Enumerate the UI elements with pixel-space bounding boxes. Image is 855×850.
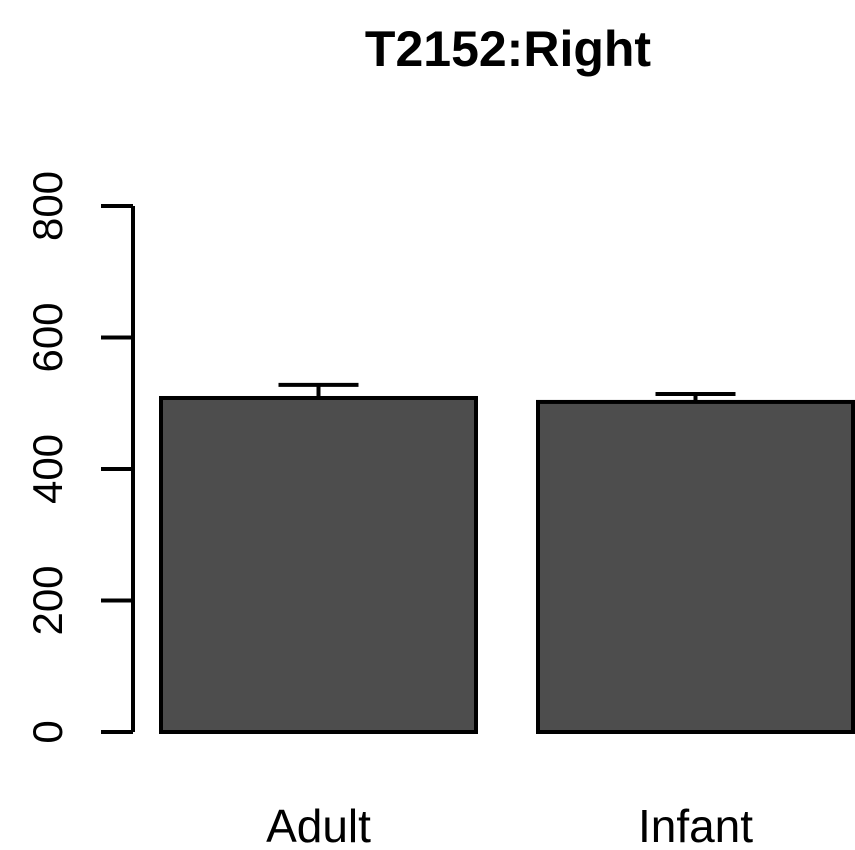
y-tick-label: 600 [24, 302, 71, 372]
y-tick-label: 400 [24, 434, 71, 504]
y-tick-label: 800 [24, 171, 71, 241]
error-bars-group [278, 382, 736, 402]
y-tick-label: 200 [24, 565, 71, 635]
category-labels-group: Adult Infant [266, 800, 753, 850]
bars-group [159, 395, 855, 734]
category-label-infant: Infant [638, 800, 753, 850]
bar-adult [159, 395, 478, 734]
category-label-adult: Adult [266, 800, 371, 850]
y-axis: 0 200 400 600 800 [24, 171, 135, 744]
bar-infant [536, 399, 855, 734]
chart-title: T2152:Right [365, 21, 652, 77]
y-tick-label: 0 [24, 720, 71, 743]
